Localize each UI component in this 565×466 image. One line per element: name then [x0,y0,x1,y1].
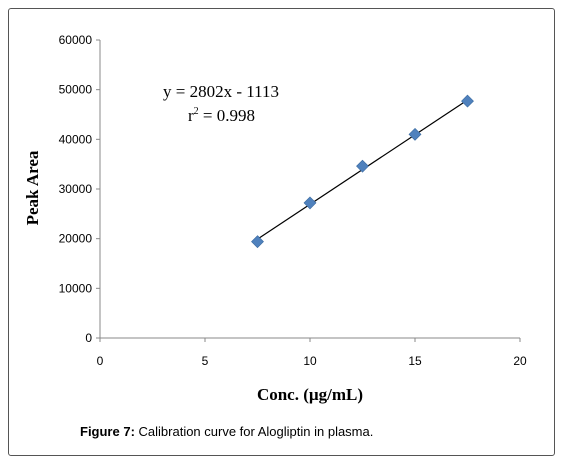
data-marks [251,94,474,249]
data-point [461,94,474,108]
axes [96,39,521,342]
y-tick-label: 30000 [59,182,93,196]
x-tick-label: 0 [97,354,104,368]
y-tick-label: 60000 [59,33,93,47]
x-tick-label: 15 [408,354,422,368]
r-squared-superscript: 2 [194,106,199,117]
r-squared-value: r2 = 0.998 [188,106,255,125]
y-axis-title: Peak Area [23,150,42,225]
figure-caption: Figure 7: Calibration curve for Aloglipt… [80,424,540,439]
caption-text: Calibration curve for Alogliptin in plas… [134,424,374,439]
caption-label: Figure 7: [80,424,135,439]
y-tick-label: 10000 [59,281,93,295]
r-squared-number: = 0.998 [199,106,255,125]
data-point [356,159,369,173]
figure-frame [8,8,555,456]
r-squared-symbol: r [188,106,194,125]
x-tick-label: 5 [202,354,209,368]
regression-equation: y = 2802x - 1113 [163,82,279,101]
data-point [251,235,264,249]
x-axis-title: Conc. (µg/mL) [257,385,363,404]
y-tick-label: 20000 [59,232,93,246]
x-tick-label: 10 [303,354,317,368]
y-tick-label: 50000 [59,83,93,97]
data-point [408,127,422,141]
y-tick-label: 0 [85,331,92,345]
x-tick-label: 20 [513,354,527,368]
data-point [303,196,317,210]
y-tick-label: 40000 [59,132,93,146]
tick-labels: 0 10000 20000 30000 40000 50000 60000 0 5 10 15 20 [59,33,527,368]
